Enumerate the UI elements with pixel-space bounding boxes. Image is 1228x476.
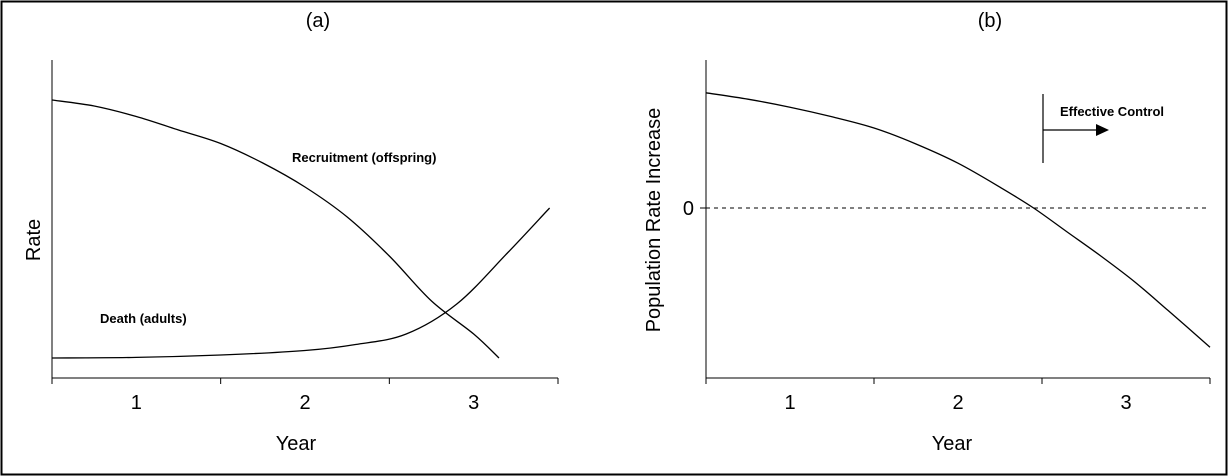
panel-a-series bbox=[51, 99, 551, 359]
annotation-recruitment: Recruitment (offspring) bbox=[292, 150, 436, 165]
panel-b-x-tick-label-0: 1 bbox=[784, 392, 795, 414]
panel-a-title: (a) bbox=[306, 10, 330, 32]
panel-b-series-line-0 bbox=[705, 92, 1211, 348]
panel-a-y-axis-label: Rate bbox=[23, 219, 45, 261]
panel-b-x-tick-label-1: 2 bbox=[952, 392, 963, 414]
panel-b-x-tick-label-2: 3 bbox=[1120, 392, 1131, 414]
panel-a-series-line-0 bbox=[51, 99, 500, 359]
panel-a-ticks: 1 2 3 bbox=[51, 378, 559, 414]
panel-a-x-axis-label: Year bbox=[276, 433, 317, 455]
panel-b-x-axis-label: Year bbox=[932, 433, 973, 455]
panel-a-series-line-1 bbox=[51, 207, 551, 359]
panel-a-chart: (a) Rate Year 1 2 3 Recruitment (offspring… bbox=[23, 10, 559, 455]
panel-b-title: (b) bbox=[978, 10, 1002, 32]
panel-a-x-tick-label-2: 3 bbox=[468, 392, 479, 414]
panel-b-series bbox=[705, 92, 1211, 348]
panel-b-chart: (b) Population Rate Increase Year 1 2 3 0 E… bbox=[643, 10, 1211, 455]
annotation-effective-control: Effective Control bbox=[1060, 104, 1164, 119]
panel-b-y-tick-label-0: 0 bbox=[683, 198, 694, 220]
panel-b-ticks: 1 2 3 0 bbox=[683, 198, 1211, 414]
annotation-death: Death (adults) bbox=[100, 311, 187, 326]
panel-b-y-axis-label: Population Rate Increase bbox=[643, 108, 665, 333]
panel-a-x-tick-label-1: 2 bbox=[299, 392, 310, 414]
control-arrow-head bbox=[1096, 124, 1109, 136]
panel-a-x-tick-label-0: 1 bbox=[131, 392, 142, 414]
